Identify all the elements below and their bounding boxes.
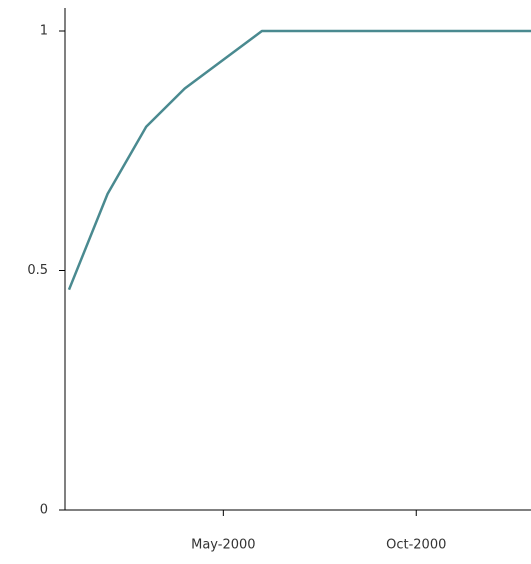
- y-tick-label: 1: [40, 24, 48, 39]
- y-tick-label: 0.5: [27, 263, 48, 278]
- line-series: [67, 29, 531, 291]
- x-tick-label: May-2000: [191, 538, 255, 553]
- x-tick-label: Oct-2000: [386, 538, 446, 553]
- y-tick-label: 0: [40, 503, 48, 518]
